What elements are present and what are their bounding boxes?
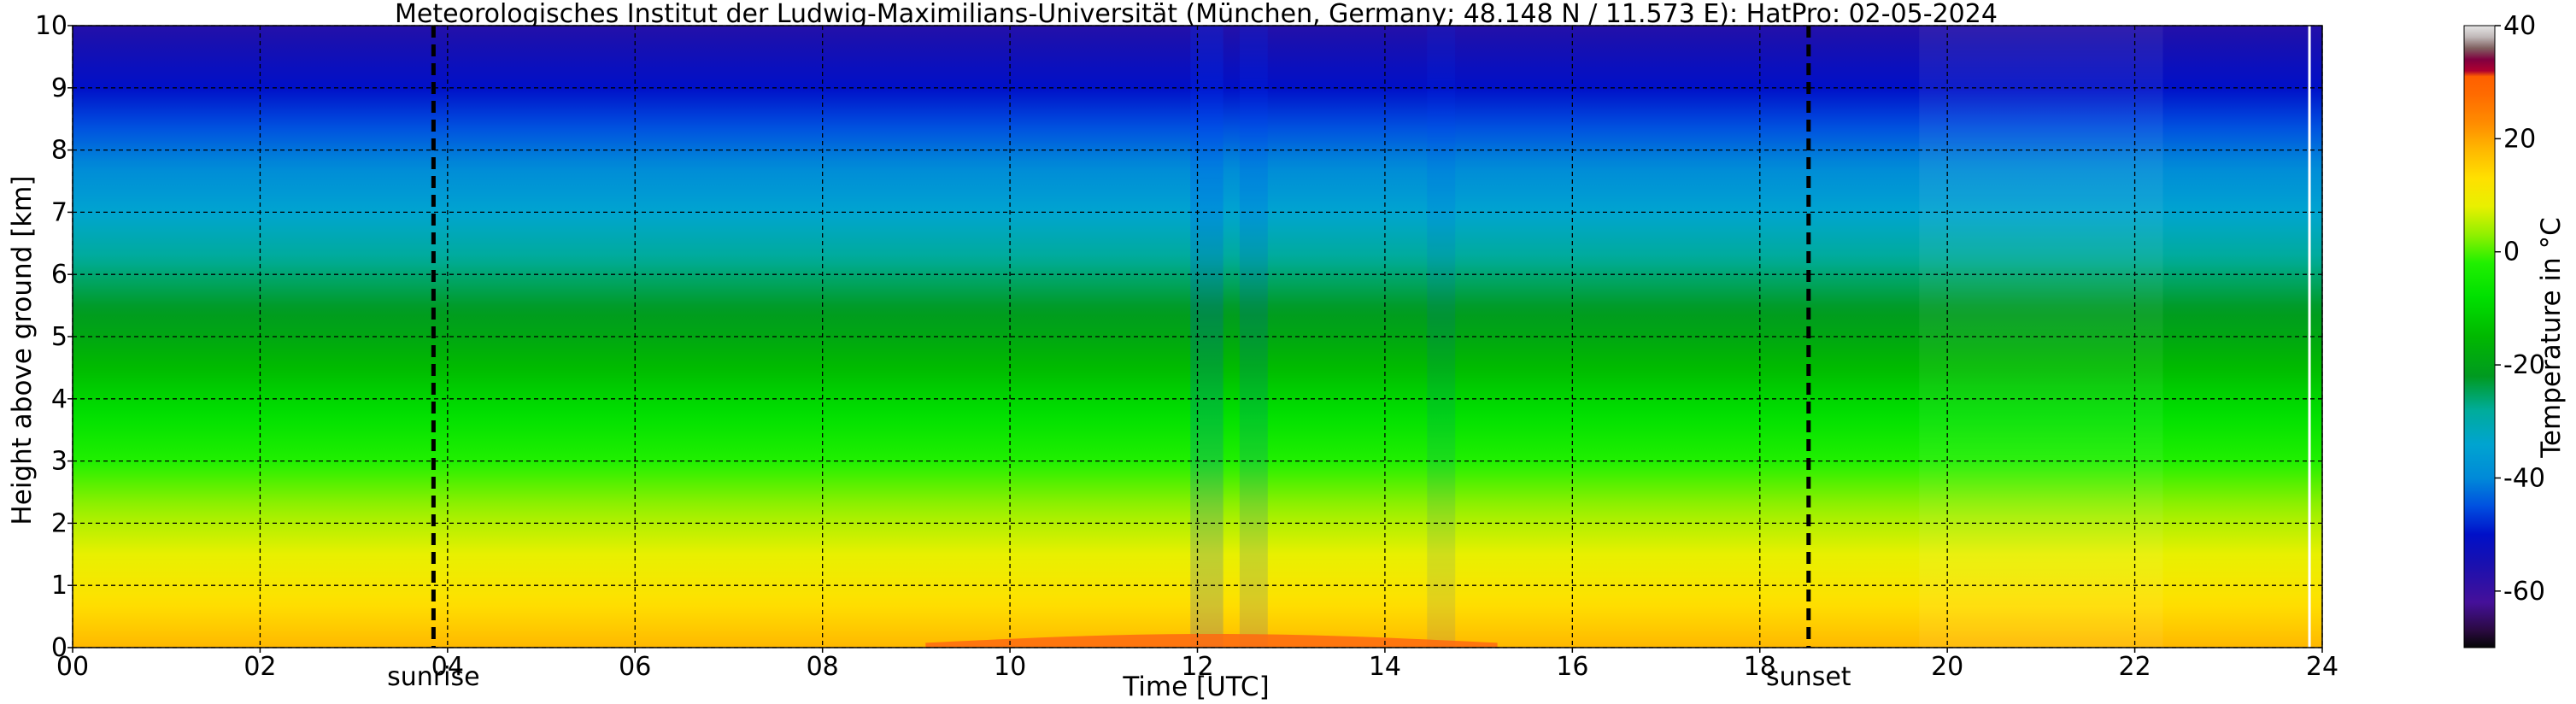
colorbar-tick-label: 20 [2503, 124, 2536, 154]
sunrise-label: sunrise [387, 662, 479, 692]
x-tick-label: 00 [56, 652, 89, 682]
x-tick-label: 12 [1181, 652, 1213, 682]
y-axis-label: Height above ground [km] [7, 175, 38, 525]
colorbar-scale [2463, 25, 2496, 648]
y-tick-label: 5 [51, 322, 67, 352]
x-tick-label: 08 [807, 652, 839, 682]
x-tick-label: 24 [2306, 652, 2338, 682]
chart-title: Meteorologisches Institut der Ludwig-Max… [395, 0, 1998, 29]
y-tick-label: 8 [51, 136, 67, 166]
x-tick-labels: 00 02 04 06 08 10 12 14 16 18 20 22 24 [56, 648, 2338, 682]
colorbar-tick-label: 0 [2503, 238, 2520, 267]
y-tick-label: 2 [51, 508, 67, 538]
x-tick-label: 18 [1744, 652, 1776, 682]
colorbar-tick-label: -60 [2503, 577, 2545, 607]
x-tick-label: 06 [619, 652, 651, 682]
y-tick-label: 7 [51, 197, 67, 227]
sunset-label: sunset [1766, 662, 1851, 692]
data-gap [2308, 26, 2311, 648]
y-tick-label: 4 [51, 384, 67, 414]
event-labels: sunrise sunset [387, 662, 1851, 692]
y-tick-labels: 0 1 2 3 4 5 6 7 8 9 10 [35, 11, 73, 663]
x-axis-label: Time [UTC] [1122, 672, 1269, 702]
y-tick-label: 6 [51, 260, 67, 290]
x-tick-label: 22 [2118, 652, 2151, 682]
x-tick-label: 14 [1369, 652, 1401, 682]
surface-warm-region [925, 634, 1498, 648]
event-markers [431, 26, 1811, 648]
y-tick-label: 1 [51, 571, 67, 601]
colorbar-ticks: -60 -40 -20 0 20 40 [2495, 11, 2545, 607]
y-tick-label: 10 [35, 11, 67, 41]
colorbar: -60 -40 -20 0 20 40 Temperature in °C [2463, 11, 2567, 648]
x-tick-label: 16 [1556, 652, 1588, 682]
y-tick-label: 9 [51, 73, 67, 103]
y-tick-label: 3 [51, 447, 67, 477]
colorbar-tick-label: -40 [2503, 463, 2545, 493]
y-tick-label: 0 [51, 633, 67, 663]
colorbar-tick-label: 40 [2503, 11, 2536, 41]
x-tick-label: 04 [431, 652, 464, 682]
x-tick-label: 02 [244, 652, 276, 682]
x-tick-label: 20 [1931, 652, 1963, 682]
colorbar-tick-label: -20 [2503, 350, 2545, 380]
colorbar-label: Temperature in °C [2536, 217, 2567, 458]
x-tick-label: 10 [994, 652, 1026, 682]
